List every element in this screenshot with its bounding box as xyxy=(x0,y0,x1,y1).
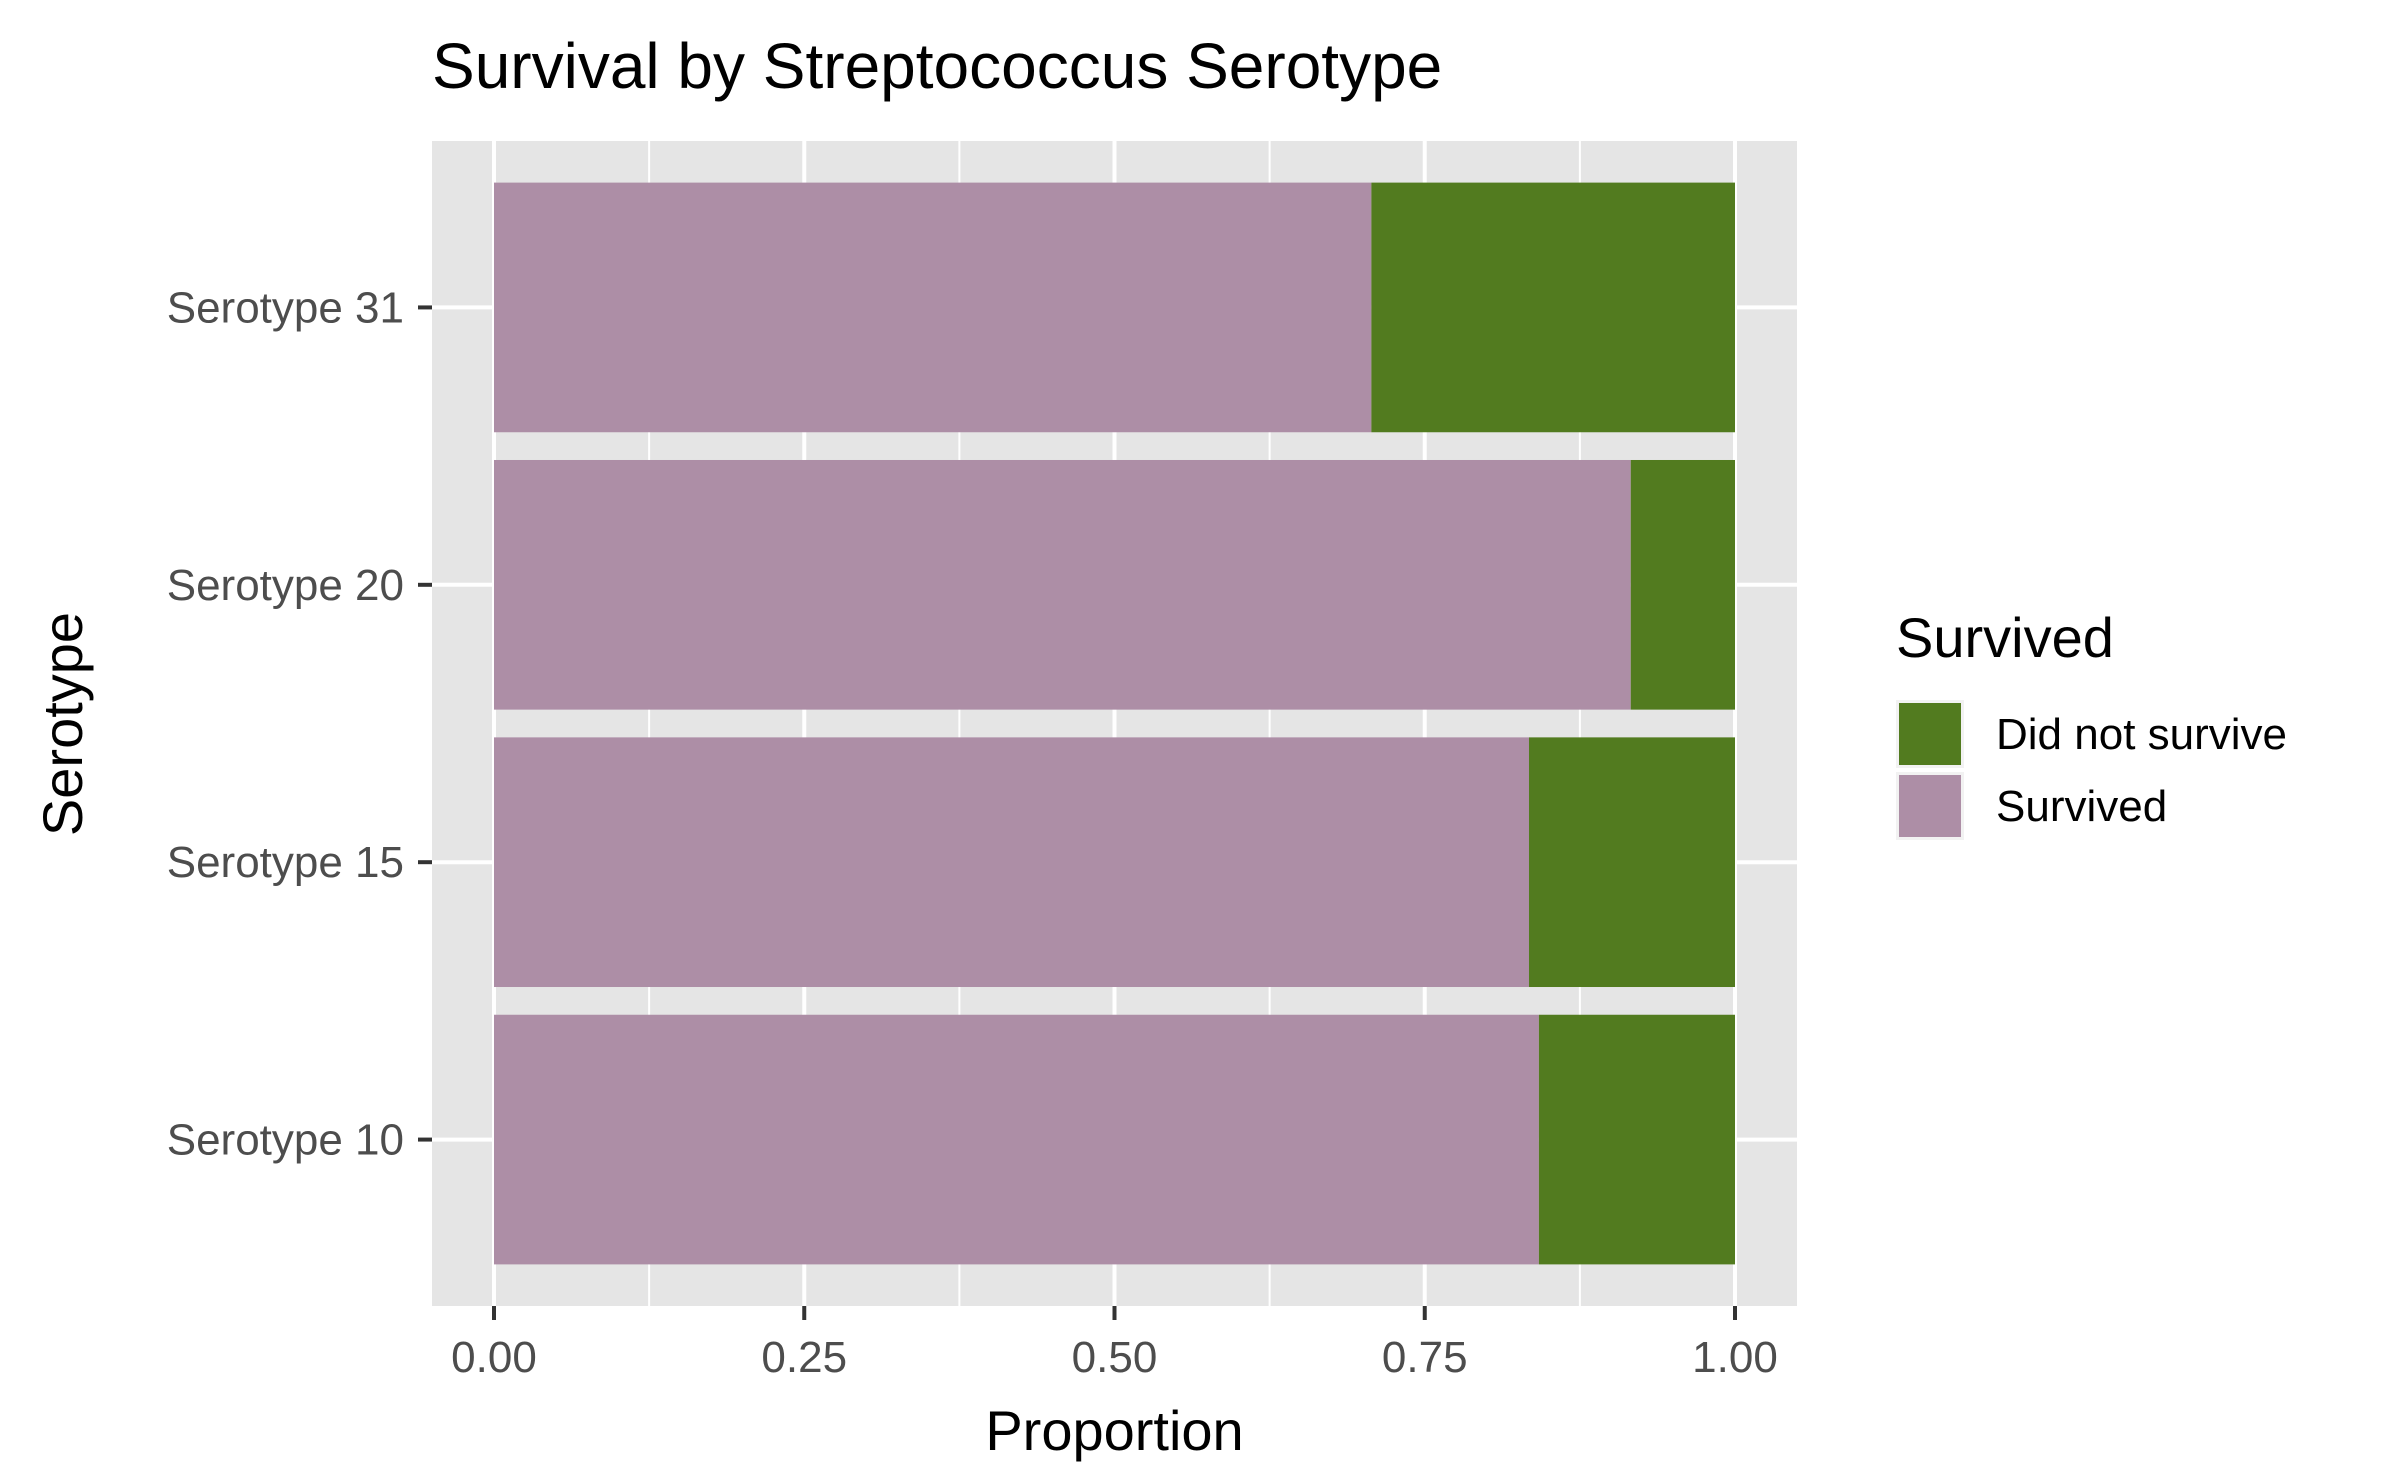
bar-segment xyxy=(1538,1014,1735,1265)
y-tick-label: Serotype 15 xyxy=(167,838,404,887)
legend-label: Did not survive xyxy=(1996,710,2287,759)
x-tick-label: 1.00 xyxy=(1692,1333,1778,1382)
legend: Survived Did not survive Survived xyxy=(1896,606,2287,840)
y-axis-title: Serotype xyxy=(31,612,94,836)
x-tick-label: 0.00 xyxy=(451,1333,537,1382)
bar-segment xyxy=(494,1014,1539,1265)
legend-swatch xyxy=(1899,775,1961,837)
y-tick-label: Serotype 10 xyxy=(167,1116,404,1165)
bar-segment xyxy=(494,182,1372,433)
legend-title: Survived xyxy=(1896,606,2114,669)
y-tick-label: Serotype 20 xyxy=(167,561,404,610)
bar-segment xyxy=(1528,737,1735,988)
x-tick-label: 0.75 xyxy=(1382,1333,1468,1382)
legend-swatch xyxy=(1899,703,1961,765)
bar-segment xyxy=(1630,459,1735,710)
x-axis: 0.00 0.25 0.50 0.75 1.00 xyxy=(451,1306,1778,1382)
bar-segment xyxy=(494,459,1631,710)
x-tick-label: 0.25 xyxy=(761,1333,847,1382)
legend-label: Survived xyxy=(1996,782,2167,831)
bars-layer xyxy=(494,182,1735,1265)
chart-title: Survival by Streptococcus Serotype xyxy=(432,30,1442,102)
bar-segment xyxy=(494,737,1529,988)
y-axis: Serotype 10 Serotype 15 Serotype 20 Serotyp… xyxy=(167,283,432,1165)
bar-segment xyxy=(1371,182,1735,433)
x-tick-label: 0.50 xyxy=(1072,1333,1158,1382)
x-axis-title: Proportion xyxy=(985,1399,1243,1462)
y-tick-label: Serotype 31 xyxy=(167,283,404,332)
